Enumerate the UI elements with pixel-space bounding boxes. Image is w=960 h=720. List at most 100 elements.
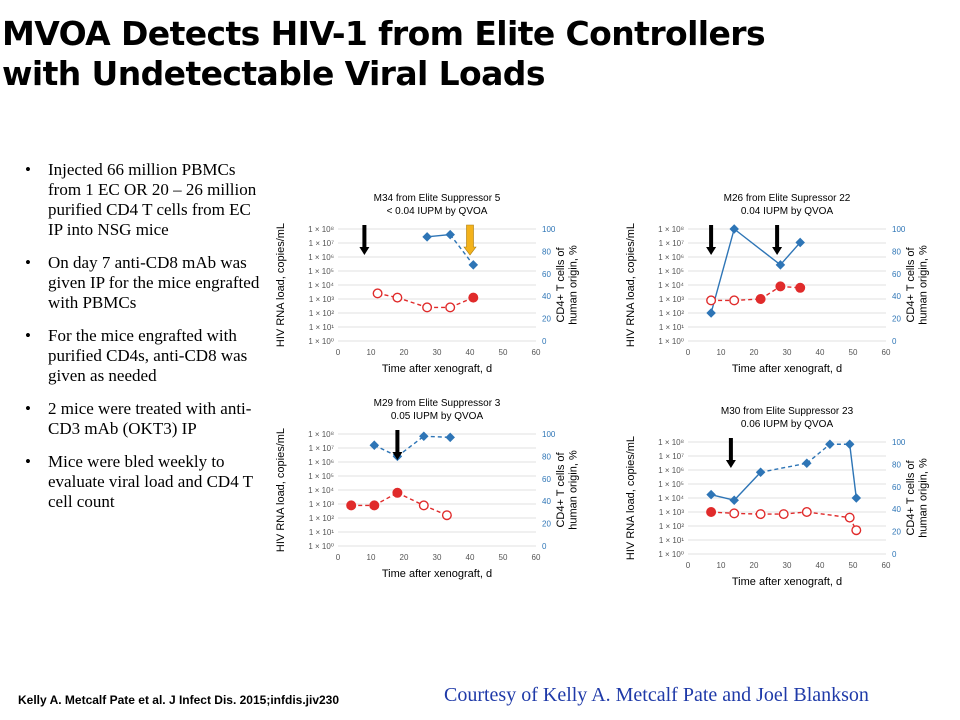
cd4-line-segment [806, 443, 831, 464]
chart-title: M26 from Elite Supressor 22 [724, 193, 851, 204]
y-tick-label: 1 × 10⁵ [308, 472, 334, 481]
x-tick-label: 30 [433, 348, 442, 357]
y2-tick-label: 80 [542, 247, 551, 256]
cd4-point [369, 440, 380, 450]
cd4-point [445, 432, 455, 443]
y-tick-label: 1 × 10⁰ [308, 542, 334, 551]
hiv-point [801, 506, 812, 517]
black-arrow-icon [706, 225, 717, 255]
x-axis-label: Time after xenograft, d [732, 576, 842, 588]
cd4-line-segment [733, 228, 781, 266]
y2-tick-label: 0 [892, 550, 897, 559]
orange-arrow-icon [463, 224, 477, 256]
cd4-line-segment [760, 462, 807, 473]
y2-tick-label: 40 [542, 292, 551, 301]
x-tick-label: 30 [783, 348, 792, 357]
y-tick-label: 1 × 10⁶ [308, 458, 334, 467]
x-axis-label: Time after xenograft, d [382, 363, 492, 375]
y-tick-label: 1 × 10² [309, 514, 334, 523]
y-tick-label: 1 × 10⁴ [308, 486, 334, 495]
hiv-point [851, 525, 862, 536]
y-tick-label: 1 × 10¹ [309, 528, 334, 537]
x-tick-label: 0 [686, 561, 691, 570]
y-tick-label: 1 × 10³ [309, 295, 334, 304]
x-tick-label: 50 [849, 348, 858, 357]
y-tick-label: 1 × 10⁵ [658, 267, 684, 276]
y-tick-label: 1 × 10⁶ [658, 466, 684, 475]
bullet-item: Injected 66 million PBMCs from 1 EC OR 2… [24, 160, 262, 240]
y-tick-label: 1 × 10¹ [659, 323, 684, 332]
cd4-point [795, 237, 805, 248]
hiv-point [418, 500, 429, 511]
y-tick-label: 1 × 10⁷ [659, 239, 684, 248]
x-tick-label: 50 [499, 348, 508, 357]
x-tick-label: 20 [750, 561, 759, 570]
hiv-point [706, 506, 717, 517]
y2-tick-label: 60 [542, 270, 551, 279]
y-tick-label: 1 × 10⁷ [659, 452, 684, 461]
chart-m26: M26 from Elite Supressor 22 0.04 IUPM by … [625, 193, 929, 375]
y-tick-label: 1 × 10⁰ [658, 337, 684, 346]
chart-subtitle: 0.05 IUPM by QVOA [391, 411, 484, 422]
x-tick-label: 0 [686, 348, 691, 357]
hiv-line-segment [806, 511, 850, 519]
chart-title: M34 from Elite Suppressor 5 [374, 193, 501, 204]
hiv-point [778, 509, 789, 520]
cd4-point [844, 439, 855, 450]
hiv-point [844, 512, 855, 523]
y-tick-label: 1 × 10³ [659, 295, 684, 304]
x-tick-label: 40 [816, 348, 825, 357]
y2-tick-label: 80 [892, 247, 901, 256]
x-tick-label: 20 [750, 348, 759, 357]
y2-tick-label: 20 [542, 315, 551, 324]
y2-tick-label: 60 [892, 483, 901, 492]
y-tick-label: 1 × 10¹ [309, 323, 334, 332]
y2-axis-label: CD4+ T cells ofhuman origin, % [555, 245, 580, 325]
y-tick-label: 1 × 10⁴ [308, 281, 334, 290]
courtesy-credit: Courtesy of Kelly A. Metcalf Pate and Jo… [444, 684, 869, 706]
y-tick-label: 1 × 10⁴ [658, 494, 684, 503]
cd4-line-segment [396, 435, 425, 457]
hiv-point [392, 487, 403, 498]
x-tick-label: 0 [336, 553, 341, 562]
hiv-point [369, 500, 380, 511]
y-tick-label: 1 × 10² [309, 309, 334, 318]
y2-tick-label: 0 [542, 542, 547, 551]
y-tick-label: 1 × 10⁴ [658, 281, 684, 290]
bullet-item: 2 mice were treated with anti-CD3 mAb (O… [24, 399, 262, 439]
cd4-point [706, 489, 716, 500]
y2-tick-label: 20 [542, 520, 551, 529]
x-tick-label: 50 [849, 561, 858, 570]
y2-tick-label: 100 [542, 225, 556, 234]
x-tick-label: 20 [400, 553, 409, 562]
chart-subtitle: < 0.04 IUPM by QVOA [387, 206, 488, 217]
hiv-point [441, 510, 452, 521]
hiv-point [755, 509, 766, 520]
y2-tick-label: 60 [542, 475, 551, 484]
slide-title-line-2: with Undetectable Viral Loads [2, 54, 545, 93]
y2-tick-label: 0 [892, 337, 897, 346]
x-tick-label: 60 [532, 348, 541, 357]
cd4-point [706, 308, 716, 318]
slide-title-line-1: MVOA Detects HIV-1 from Elite Controller… [2, 14, 766, 53]
y-tick-label: 1 × 10⁰ [308, 337, 334, 346]
y2-tick-label: 40 [892, 292, 901, 301]
x-tick-label: 50 [499, 553, 508, 562]
hiv-point [729, 295, 740, 306]
cd4-line-segment [373, 444, 398, 458]
y-tick-label: 1 × 10⁶ [308, 253, 334, 262]
x-axis-label: Time after xenograft, d [382, 568, 492, 580]
cd4-line-segment [710, 493, 735, 501]
y2-tick-label: 100 [892, 438, 906, 447]
x-tick-label: 40 [816, 561, 825, 570]
y-axis-label: HIV RNA load, copies/mL [625, 436, 637, 560]
cd4-point [419, 431, 429, 442]
cd4-point [825, 439, 835, 450]
cd4-point [775, 260, 786, 270]
x-tick-label: 30 [433, 553, 442, 562]
x-tick-label: 40 [466, 553, 475, 562]
y-axis-label: HIV RNA load, copies/mL [275, 223, 287, 347]
black-arrow-icon [392, 430, 403, 460]
y-tick-label: 1 × 10⁸ [658, 438, 684, 447]
y2-tick-label: 20 [892, 315, 901, 324]
